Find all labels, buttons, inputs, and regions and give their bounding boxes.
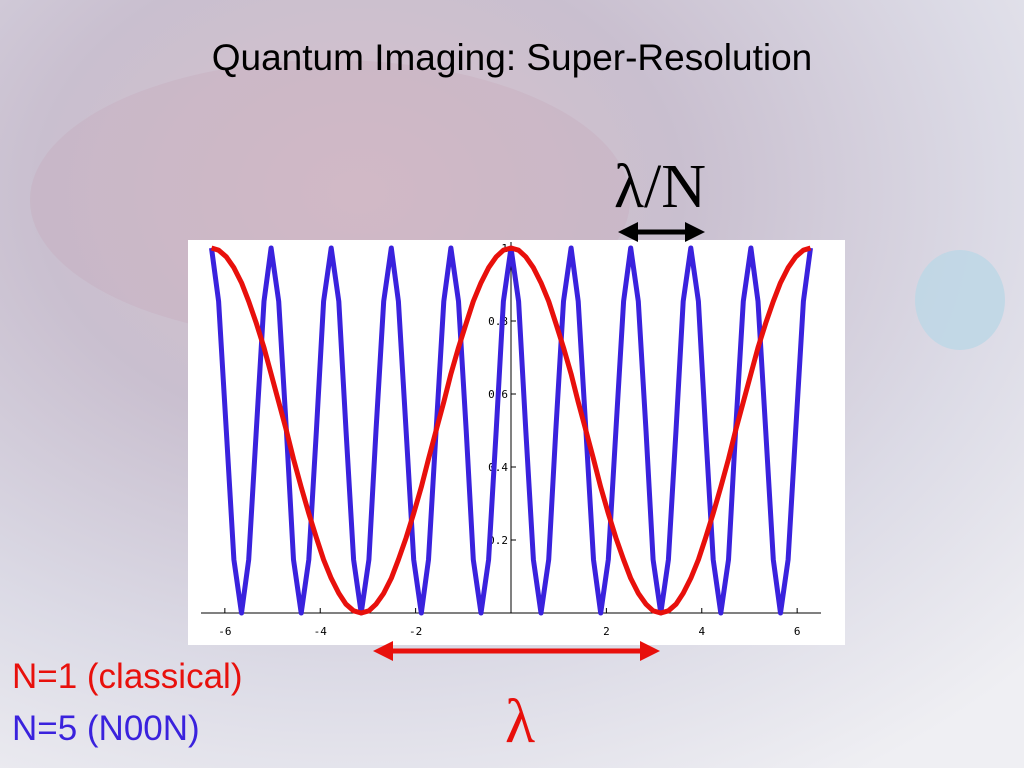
x-tick-label: -2 <box>409 625 422 638</box>
x-tick-label: -6 <box>218 625 231 638</box>
legend-entry: N=1 (classical) <box>12 657 242 696</box>
x-tick-label: 2 <box>603 625 610 638</box>
x-tick-label: 4 <box>698 625 705 638</box>
plot: -6 -4 -2 2 4 60.20.40.60.81 <box>201 242 821 638</box>
annotation: λ <box>505 688 535 756</box>
series-line <box>210 245 812 616</box>
y-tick-label: 0.2 <box>488 534 508 547</box>
legend-entry: N=5 (N00N) <box>12 709 200 748</box>
x-tick-label: 6 <box>794 625 801 638</box>
x-tick-label: -4 <box>314 625 328 638</box>
slide-title: Quantum Imaging: Super-Resolution <box>212 37 813 78</box>
annotation: λ/N <box>614 153 706 221</box>
fractal-shade <box>915 250 1005 350</box>
y-tick-label: 0.4 <box>488 461 508 474</box>
